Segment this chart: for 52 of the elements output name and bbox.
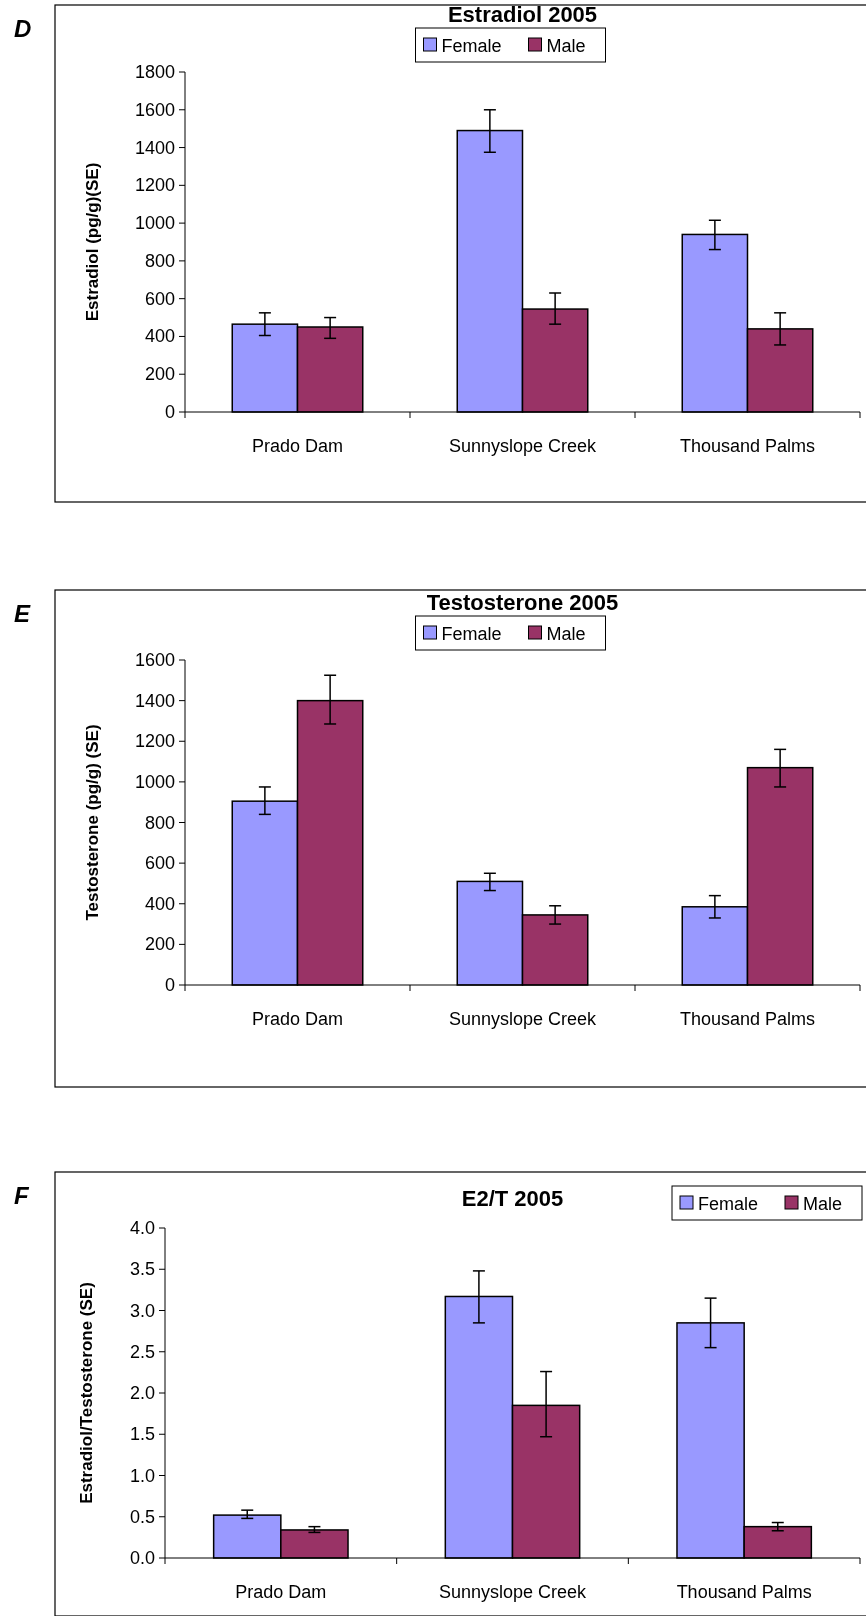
x-tick-label: Sunnyslope Creek (448, 1009, 598, 1029)
text: D (14, 15, 32, 42)
chart-title: Estradiol 2005 (447, 2, 598, 27)
y-tick-label: 600 (144, 853, 175, 874)
text: E (14, 600, 31, 627)
y-tick-label: 4.0 (129, 1218, 155, 1238)
y-tick-label: 3.5 (129, 1259, 155, 1280)
legend-label: Female (698, 1194, 759, 1214)
x-tick-label: Thousand Palms (679, 436, 816, 456)
text: F (14, 1182, 30, 1209)
y-tick-label: 0.5 (129, 1506, 155, 1527)
y-tick-label: 0 (164, 402, 175, 422)
legend-label: Female (441, 36, 502, 56)
x-tick-label: Prado Dam (251, 1009, 344, 1029)
x-tick-label: Prado Dam (235, 1582, 327, 1602)
y-tick-label: 1200 (134, 731, 175, 752)
legend-label: Male (803, 1194, 843, 1214)
legend-label: Male (546, 36, 586, 56)
y-tick-label: 1600 (134, 650, 175, 670)
x-tick-label: Sunnyslope Creek (438, 1582, 588, 1602)
chart-title: Testosterone 2005 (426, 590, 619, 615)
legend-label: Female (441, 624, 502, 644)
x-tick-label: Thousand Palms (676, 1582, 812, 1602)
y-tick-label: 1000 (134, 213, 175, 234)
y-tick-label: 1600 (134, 99, 175, 120)
chart-title: E2/T 2005 (461, 1186, 564, 1211)
y-tick-label: 1200 (134, 175, 175, 196)
y-axis-title: Testosterone (pg/g) (SE) (83, 724, 102, 921)
x-tick-label: Thousand Palms (679, 1009, 816, 1029)
y-tick-label: 400 (144, 893, 175, 914)
y-tick-label: 600 (144, 288, 175, 309)
y-tick-label: 1400 (134, 690, 175, 711)
y-tick-label: 0.0 (129, 1548, 155, 1568)
y-tick-label: 2.0 (129, 1383, 155, 1403)
y-tick-label: 200 (144, 364, 175, 385)
y-tick-label: 1000 (134, 771, 175, 792)
x-tick-label: Prado Dam (251, 436, 344, 456)
y-tick-label: 1400 (134, 137, 175, 158)
y-tick-label: 200 (144, 934, 175, 955)
x-tick-label: Sunnyslope Creek (448, 436, 598, 456)
y-tick-label: 0 (164, 975, 175, 995)
y-axis-title: Estradiol/Testosterone (SE) (77, 1282, 96, 1504)
y-tick-label: 1.5 (129, 1424, 155, 1445)
y-tick-label: 800 (144, 812, 175, 833)
y-tick-label: 800 (144, 250, 175, 271)
y-tick-label: 2.5 (129, 1341, 155, 1362)
y-tick-label: 3.0 (129, 1300, 155, 1321)
y-tick-label: 400 (144, 326, 175, 347)
y-axis-title: Estradiol (pg/g)(SE) (83, 162, 102, 322)
y-tick-label: 1800 (134, 62, 175, 82)
legend-label: Male (546, 624, 586, 644)
y-tick-label: 1.0 (129, 1465, 155, 1486)
